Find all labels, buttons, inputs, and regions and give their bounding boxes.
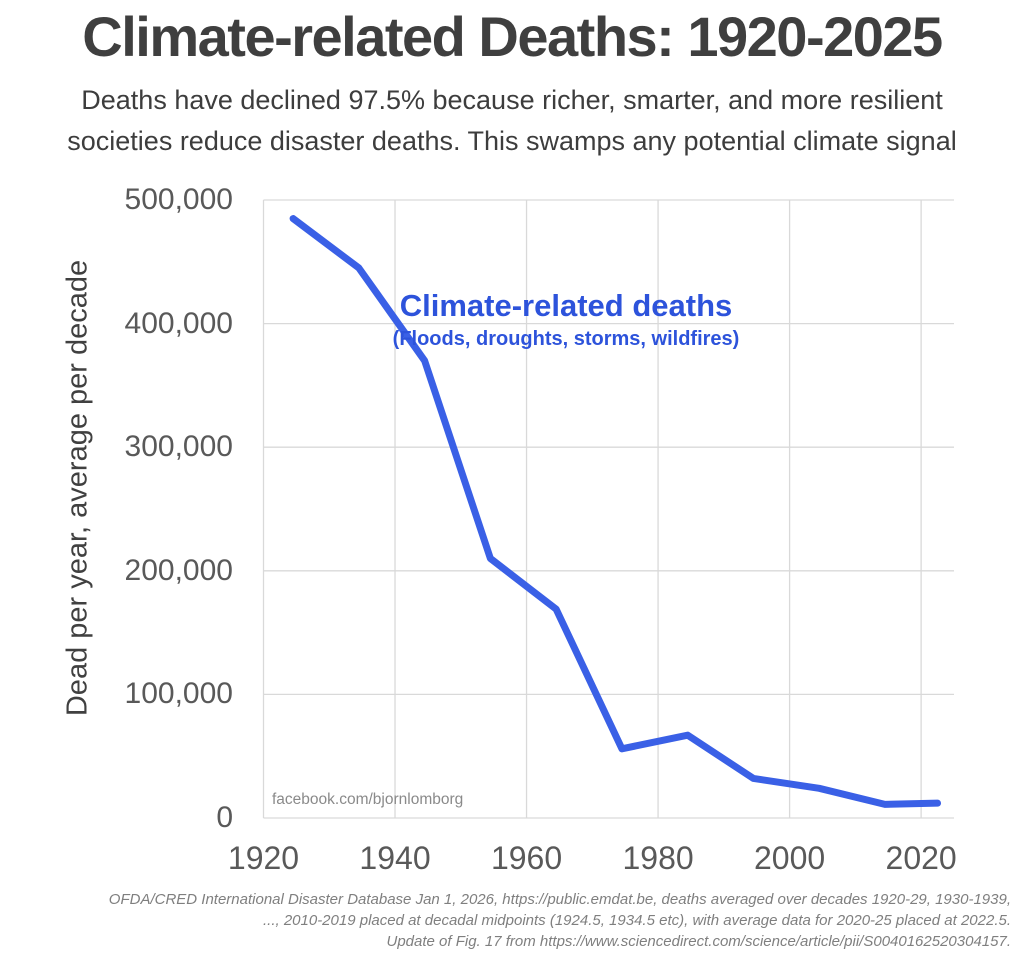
series-annotation-subtitle: (Floods, droughts, storms, wildfires) [392,328,740,350]
x-tick-label: 1960 [490,840,563,876]
source-footer: OFDA/CRED International Disaster Databas… [13,889,1011,952]
page-title: Climate-related Deaths: 1920-2025 [82,5,943,68]
x-tick-label: 1980 [622,840,694,876]
x-tick-label: 1920 [227,840,300,876]
y-tick-label: 200,000 [124,553,233,587]
subtitle-line-1: Deaths have declined 97.5% because riche… [81,85,943,115]
series-annotation-title: Climate-related deaths [399,288,733,323]
x-tick-label: 1940 [359,840,431,876]
x-tick-label: 2000 [754,840,826,876]
page-subtitle: Deaths have declined 97.5% because riche… [0,80,1024,162]
series-annotation: Climate-related deaths (Floods, droughts… [393,288,740,351]
x-tick-label: 2020 [885,840,957,876]
source-footer-line-2: ..., 2010-2019 placed at decadal midpoin… [262,912,1011,929]
source-footer-line-3: Update of Fig. 17 from https://www.scien… [386,933,1011,950]
y-tick-label: 300,000 [124,430,233,464]
y-tick-label: 500,000 [124,183,233,216]
subtitle-line-2: societies reduce disaster deaths. This s… [67,126,957,156]
y-tick-label: 100,000 [124,677,233,711]
y-tick-label: 400,000 [124,306,233,340]
y-tick-label: 0 [216,801,233,834]
watermark: facebook.com/bjornlomborg [272,791,464,808]
source-footer-line-1: OFDA/CRED International Disaster Databas… [108,891,1011,908]
